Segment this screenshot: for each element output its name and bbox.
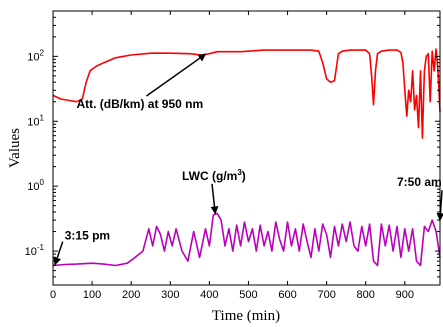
annotation-end-arrow: [436, 190, 443, 222]
x-tick-label: 200: [122, 289, 140, 301]
plot-frame: [52, 10, 441, 286]
x-tick-label: 300: [161, 289, 179, 301]
x-tick-label: 100: [83, 289, 101, 301]
x-tick-label: 500: [239, 289, 257, 301]
annotation-lwc-label: LWC (g/m3): [182, 168, 246, 183]
annotations-layer: Att. (dB/km) at 950 nm LWC (g/m3) 3:15 pm 7…: [53, 53, 443, 266]
annotation-att-label: Att. (dB/km) at 950 nm: [76, 97, 203, 111]
series-line-0: [52, 48, 441, 139]
x-axis-label: Time (min): [212, 308, 280, 324]
x-tick-label: 0: [50, 289, 56, 301]
annotation-lwc-arrow: [210, 183, 219, 215]
y-tick-label: 10-1: [25, 243, 45, 258]
ticks-layer: 0 100 200 300 400 500 600 700 800 900 10-1 100 101 10…: [25, 10, 440, 301]
y-tick-label: 102: [27, 48, 44, 63]
annotation-start-label: 3:15 pm: [65, 229, 110, 243]
series-line-1: [52, 212, 441, 267]
x-tick-label: 800: [357, 289, 375, 301]
y-axis-label: Values: [7, 128, 23, 168]
y-tick-label: 100: [27, 178, 44, 193]
x-tick-label: 600: [278, 289, 296, 301]
x-tick-label: 700: [317, 289, 335, 301]
annotation-att-arrow: [146, 53, 207, 97]
annotation-start-arrow: [53, 241, 64, 266]
series-layer: [52, 48, 441, 267]
x-tick-label: 900: [396, 289, 414, 301]
y-tick-label: 101: [27, 113, 44, 128]
x-tick-label: 400: [200, 289, 218, 301]
annotation-end-label: 7:50 am: [397, 175, 442, 189]
